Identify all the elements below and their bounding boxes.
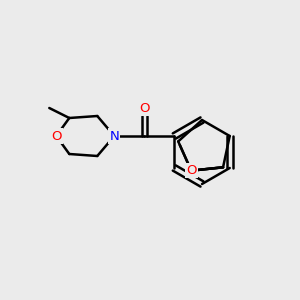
Text: O: O bbox=[186, 164, 196, 177]
Text: O: O bbox=[51, 130, 62, 142]
Text: N: N bbox=[110, 130, 119, 142]
Text: O: O bbox=[139, 101, 149, 115]
